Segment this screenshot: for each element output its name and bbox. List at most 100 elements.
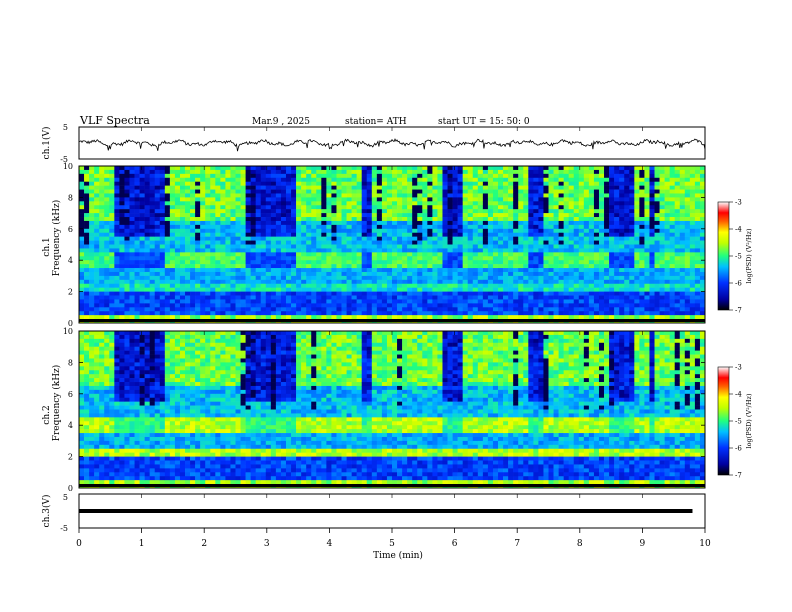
spectrogram-cell — [169, 177, 176, 182]
spectrogram-cell — [407, 240, 413, 245]
spectrogram-cell — [477, 283, 484, 288]
spectrogram-cell — [664, 224, 670, 230]
spectrogram-cell — [265, 236, 272, 241]
spectrogram-cell — [114, 244, 120, 249]
spectrogram-cell — [250, 217, 256, 222]
spectrogram-cell — [427, 295, 433, 300]
spectrogram-cell — [609, 307, 615, 312]
spectrogram-cell — [553, 275, 559, 281]
spectrogram-cell — [614, 201, 620, 206]
spectrogram-cell — [543, 275, 549, 281]
spectrogram-cell — [508, 209, 514, 214]
spectrogram-cell — [250, 295, 256, 300]
spectrogram-cell — [114, 209, 120, 214]
spectrogram-cell — [220, 264, 226, 269]
spectrogram-cell — [679, 315, 686, 320]
spectrogram-cell — [588, 197, 595, 202]
spectrogram-cell — [397, 173, 403, 179]
spectrogram-cell — [255, 224, 262, 230]
spectrogram-cell — [336, 311, 342, 316]
spectrogram-cell — [169, 224, 176, 230]
spectrogram-cell — [397, 228, 403, 234]
spectrogram-cell — [689, 303, 696, 308]
spectrogram-cell — [397, 201, 403, 206]
spectrogram-cell — [195, 264, 201, 269]
spectrogram-cell — [149, 220, 156, 226]
spectrogram-cell — [649, 236, 655, 241]
spectrogram-cell — [563, 256, 569, 261]
spectrogram-cell — [154, 173, 161, 179]
spectrogram-cell — [492, 248, 499, 253]
spectrogram-cell — [598, 299, 605, 304]
spectrogram-cell — [412, 217, 418, 222]
spectrogram-cell — [472, 291, 479, 296]
spectrogram-cell — [397, 220, 403, 226]
spectrogram-cell — [614, 224, 620, 230]
spectrogram-cell — [351, 271, 357, 277]
spectrogram-cell — [291, 193, 297, 198]
spectrogram-cell — [280, 189, 287, 194]
spectrogram-cell — [492, 307, 499, 312]
spectrogram-cell — [210, 283, 216, 288]
spectrogram-cell — [412, 315, 418, 320]
spectrogram-cell — [422, 279, 428, 285]
spectrogram-cell — [89, 248, 95, 253]
spectrogram-cell — [598, 303, 605, 308]
spectrogram-cell — [513, 228, 519, 234]
spectrogram-cell — [245, 173, 251, 179]
spectrogram-cell — [674, 252, 681, 257]
spectrogram-cell — [109, 220, 115, 226]
spectrogram-cell — [659, 299, 665, 304]
spectrogram-cell — [427, 193, 433, 198]
spectrogram-cell — [210, 236, 216, 241]
spectrogram-cell — [654, 248, 660, 253]
spectrogram-cell — [609, 287, 615, 292]
spectrogram-cell — [346, 166, 352, 171]
spectrogram-cell — [422, 213, 428, 218]
spectrogram-cell — [407, 303, 413, 308]
spectrogram-cell — [341, 315, 347, 320]
spectrogram-cell — [114, 311, 120, 316]
spectrogram-cell — [619, 307, 625, 312]
spectrogram-cell — [109, 228, 115, 234]
spectrogram-cell — [331, 283, 337, 288]
spectrogram-cell — [225, 307, 231, 312]
spectrogram-cell — [664, 307, 670, 312]
spectrogram-cell — [659, 193, 665, 198]
spectrogram-cell — [301, 248, 307, 253]
spectrogram-cell — [588, 287, 595, 292]
spectrogram-cell — [563, 220, 569, 226]
spectrogram-cell — [477, 291, 484, 296]
spectrogram-cell — [417, 193, 423, 198]
spectrogram-cell — [457, 248, 463, 253]
spectrogram-cell — [245, 252, 251, 257]
spectrogram-cell — [134, 213, 140, 218]
spectrogram-cell — [336, 213, 342, 218]
spectrogram-cell — [210, 169, 216, 175]
spectrogram-cell — [634, 264, 640, 269]
spectrogram-cell — [442, 268, 448, 273]
spectrogram-cell — [412, 311, 418, 316]
spectrogram-cell — [482, 209, 489, 214]
spectrogram-cell — [129, 228, 135, 234]
spectrogram-cell — [679, 311, 686, 316]
spectrogram-cell — [285, 256, 292, 261]
spectrogram-cell — [351, 166, 357, 171]
spectrogram-cell — [250, 232, 256, 237]
spectrogram-cell — [604, 271, 610, 277]
spectrogram-cell — [513, 315, 519, 320]
spectrogram-cell — [220, 173, 226, 179]
spectrogram-cell — [205, 213, 211, 218]
spectrogram-cell — [583, 283, 590, 288]
spectrogram-cell — [235, 307, 241, 312]
spectrogram-cell — [260, 169, 267, 175]
spectrogram-cell — [629, 260, 635, 265]
spectrogram-cell — [548, 189, 554, 194]
spectrogram-cell — [402, 169, 408, 175]
spectrogram-cell — [583, 224, 590, 230]
spectrogram-cell — [190, 189, 196, 194]
spectrogram-cell — [220, 166, 226, 171]
spectrogram-cell — [210, 252, 216, 257]
spectrogram-cell — [321, 185, 327, 190]
spectrogram-cell — [578, 201, 585, 206]
